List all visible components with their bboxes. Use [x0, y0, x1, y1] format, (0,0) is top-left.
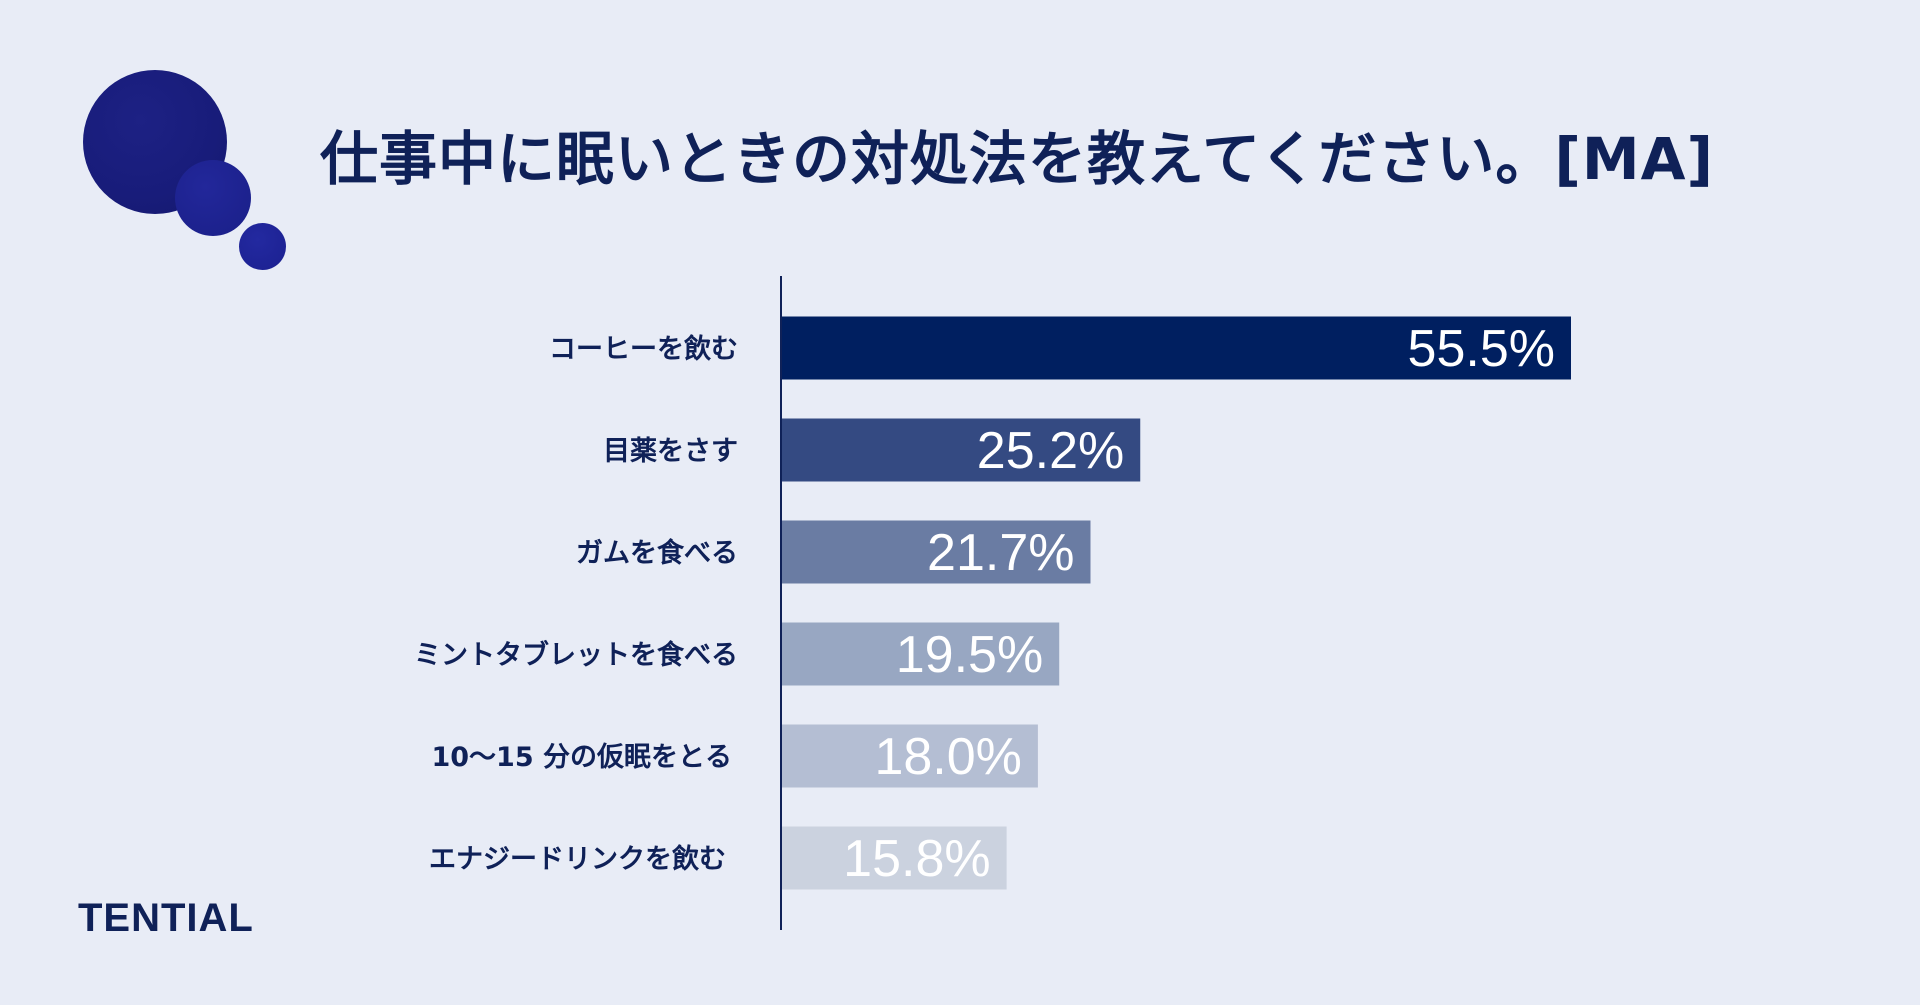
category-label-2: 目薬をさす: [603, 436, 738, 467]
thought-bubble-small: [239, 223, 286, 270]
bar-4: [782, 622, 1060, 686]
value-label-6: 15.8%: [843, 830, 990, 888]
bar-5: [782, 724, 1038, 788]
value-label-2: 25.2%: [977, 422, 1124, 480]
bar-2: [782, 418, 1141, 482]
bar-1: [782, 316, 1571, 380]
category-label-4: ミントタブレットを食べる: [414, 639, 738, 671]
bar-3: [782, 520, 1091, 584]
category-label-1: コーヒーを飲む: [549, 333, 738, 365]
category-label-6: エナジードリンクを飲む: [429, 843, 726, 875]
chart-title: 仕事中に眠いときの対処法を教えてください。[MA]: [320, 125, 1714, 193]
category-label-5: 10～15 分の仮眠をとる: [431, 742, 732, 773]
value-label-1: 55.5%: [1408, 320, 1555, 378]
tential-logo: TENTIAL: [78, 896, 254, 940]
bars-group: コーヒーを飲む 55.5% 目薬をさす 25.2% ガムを食べる 21.7% ミントタブレッ…: [414, 316, 1571, 890]
value-label-3: 21.7%: [927, 524, 1074, 582]
value-label-5: 18.0%: [874, 728, 1021, 786]
category-label-3: ガムを食べる: [576, 537, 738, 569]
thought-bubble-medium: [175, 160, 251, 236]
value-label-4: 19.5%: [896, 626, 1043, 684]
bar-6: [782, 826, 1007, 890]
